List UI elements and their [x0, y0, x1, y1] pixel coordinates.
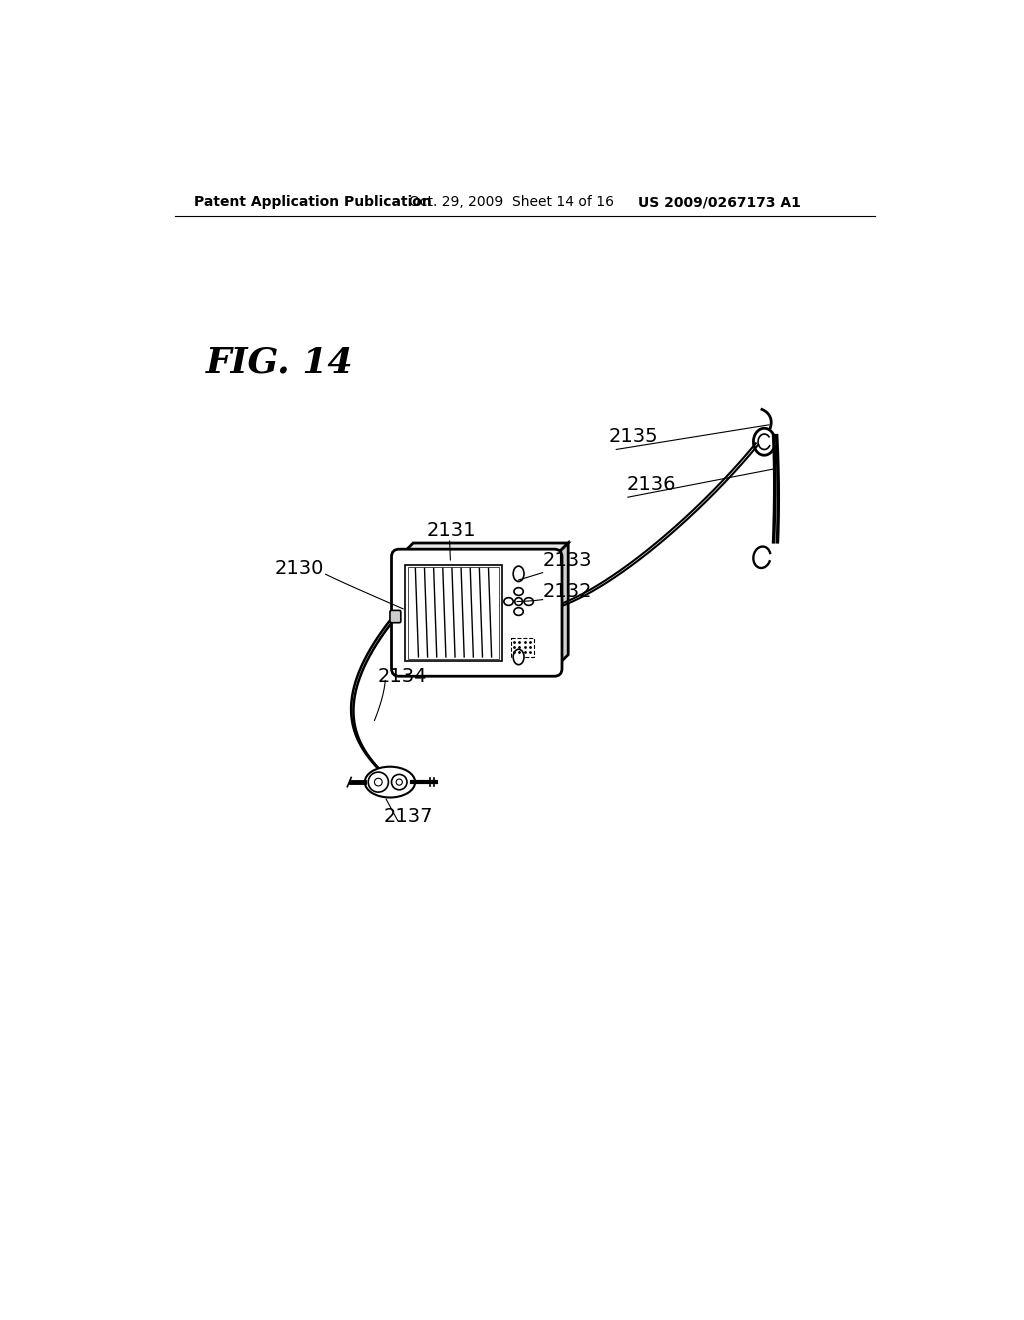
- Polygon shape: [554, 543, 568, 668]
- Text: 2133: 2133: [543, 552, 592, 570]
- Text: Patent Application Publication: Patent Application Publication: [194, 195, 432, 209]
- Text: 2132: 2132: [543, 582, 592, 602]
- Text: FIG. 14: FIG. 14: [206, 346, 353, 379]
- Ellipse shape: [524, 598, 534, 606]
- Text: 2130: 2130: [274, 560, 324, 578]
- Text: 2131: 2131: [426, 520, 476, 540]
- Ellipse shape: [514, 587, 523, 595]
- Text: 2137: 2137: [384, 807, 433, 826]
- Text: Oct. 29, 2009  Sheet 14 of 16: Oct. 29, 2009 Sheet 14 of 16: [409, 195, 613, 209]
- Text: 2134: 2134: [378, 667, 427, 686]
- Ellipse shape: [513, 566, 524, 582]
- FancyBboxPatch shape: [390, 610, 400, 623]
- Circle shape: [396, 779, 402, 785]
- Polygon shape: [399, 543, 568, 557]
- FancyBboxPatch shape: [391, 549, 562, 676]
- Ellipse shape: [504, 598, 513, 606]
- Circle shape: [375, 779, 382, 785]
- Text: US 2009/0267173 A1: US 2009/0267173 A1: [638, 195, 801, 209]
- Circle shape: [369, 772, 388, 792]
- Text: 2136: 2136: [627, 474, 676, 494]
- Ellipse shape: [514, 607, 523, 615]
- Bar: [408, 566, 500, 659]
- Text: 2135: 2135: [608, 426, 658, 446]
- Circle shape: [515, 598, 522, 606]
- Ellipse shape: [513, 649, 524, 665]
- Ellipse shape: [365, 767, 415, 797]
- Circle shape: [391, 775, 407, 789]
- Bar: [511, 638, 535, 657]
- Bar: [406, 565, 502, 661]
